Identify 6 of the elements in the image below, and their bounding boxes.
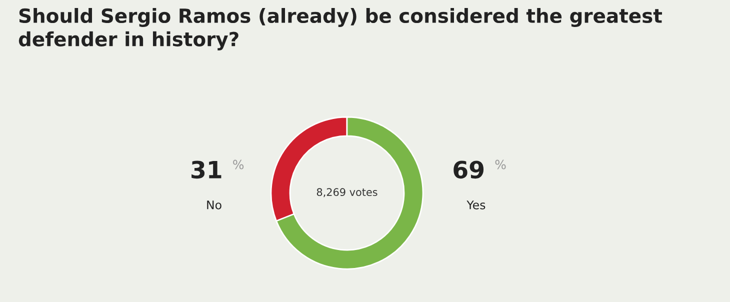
data-label: 69 % <box>454 160 506 179</box>
text: 8,269 votes <box>316 188 378 198</box>
slice-label: Yes <box>466 200 486 210</box>
data-label: 31 % <box>192 160 244 179</box>
slice-label: No <box>207 200 222 210</box>
chart-title: Should Sergio Ramos (already) be considered the greatest defender in history? <box>18 8 662 50</box>
